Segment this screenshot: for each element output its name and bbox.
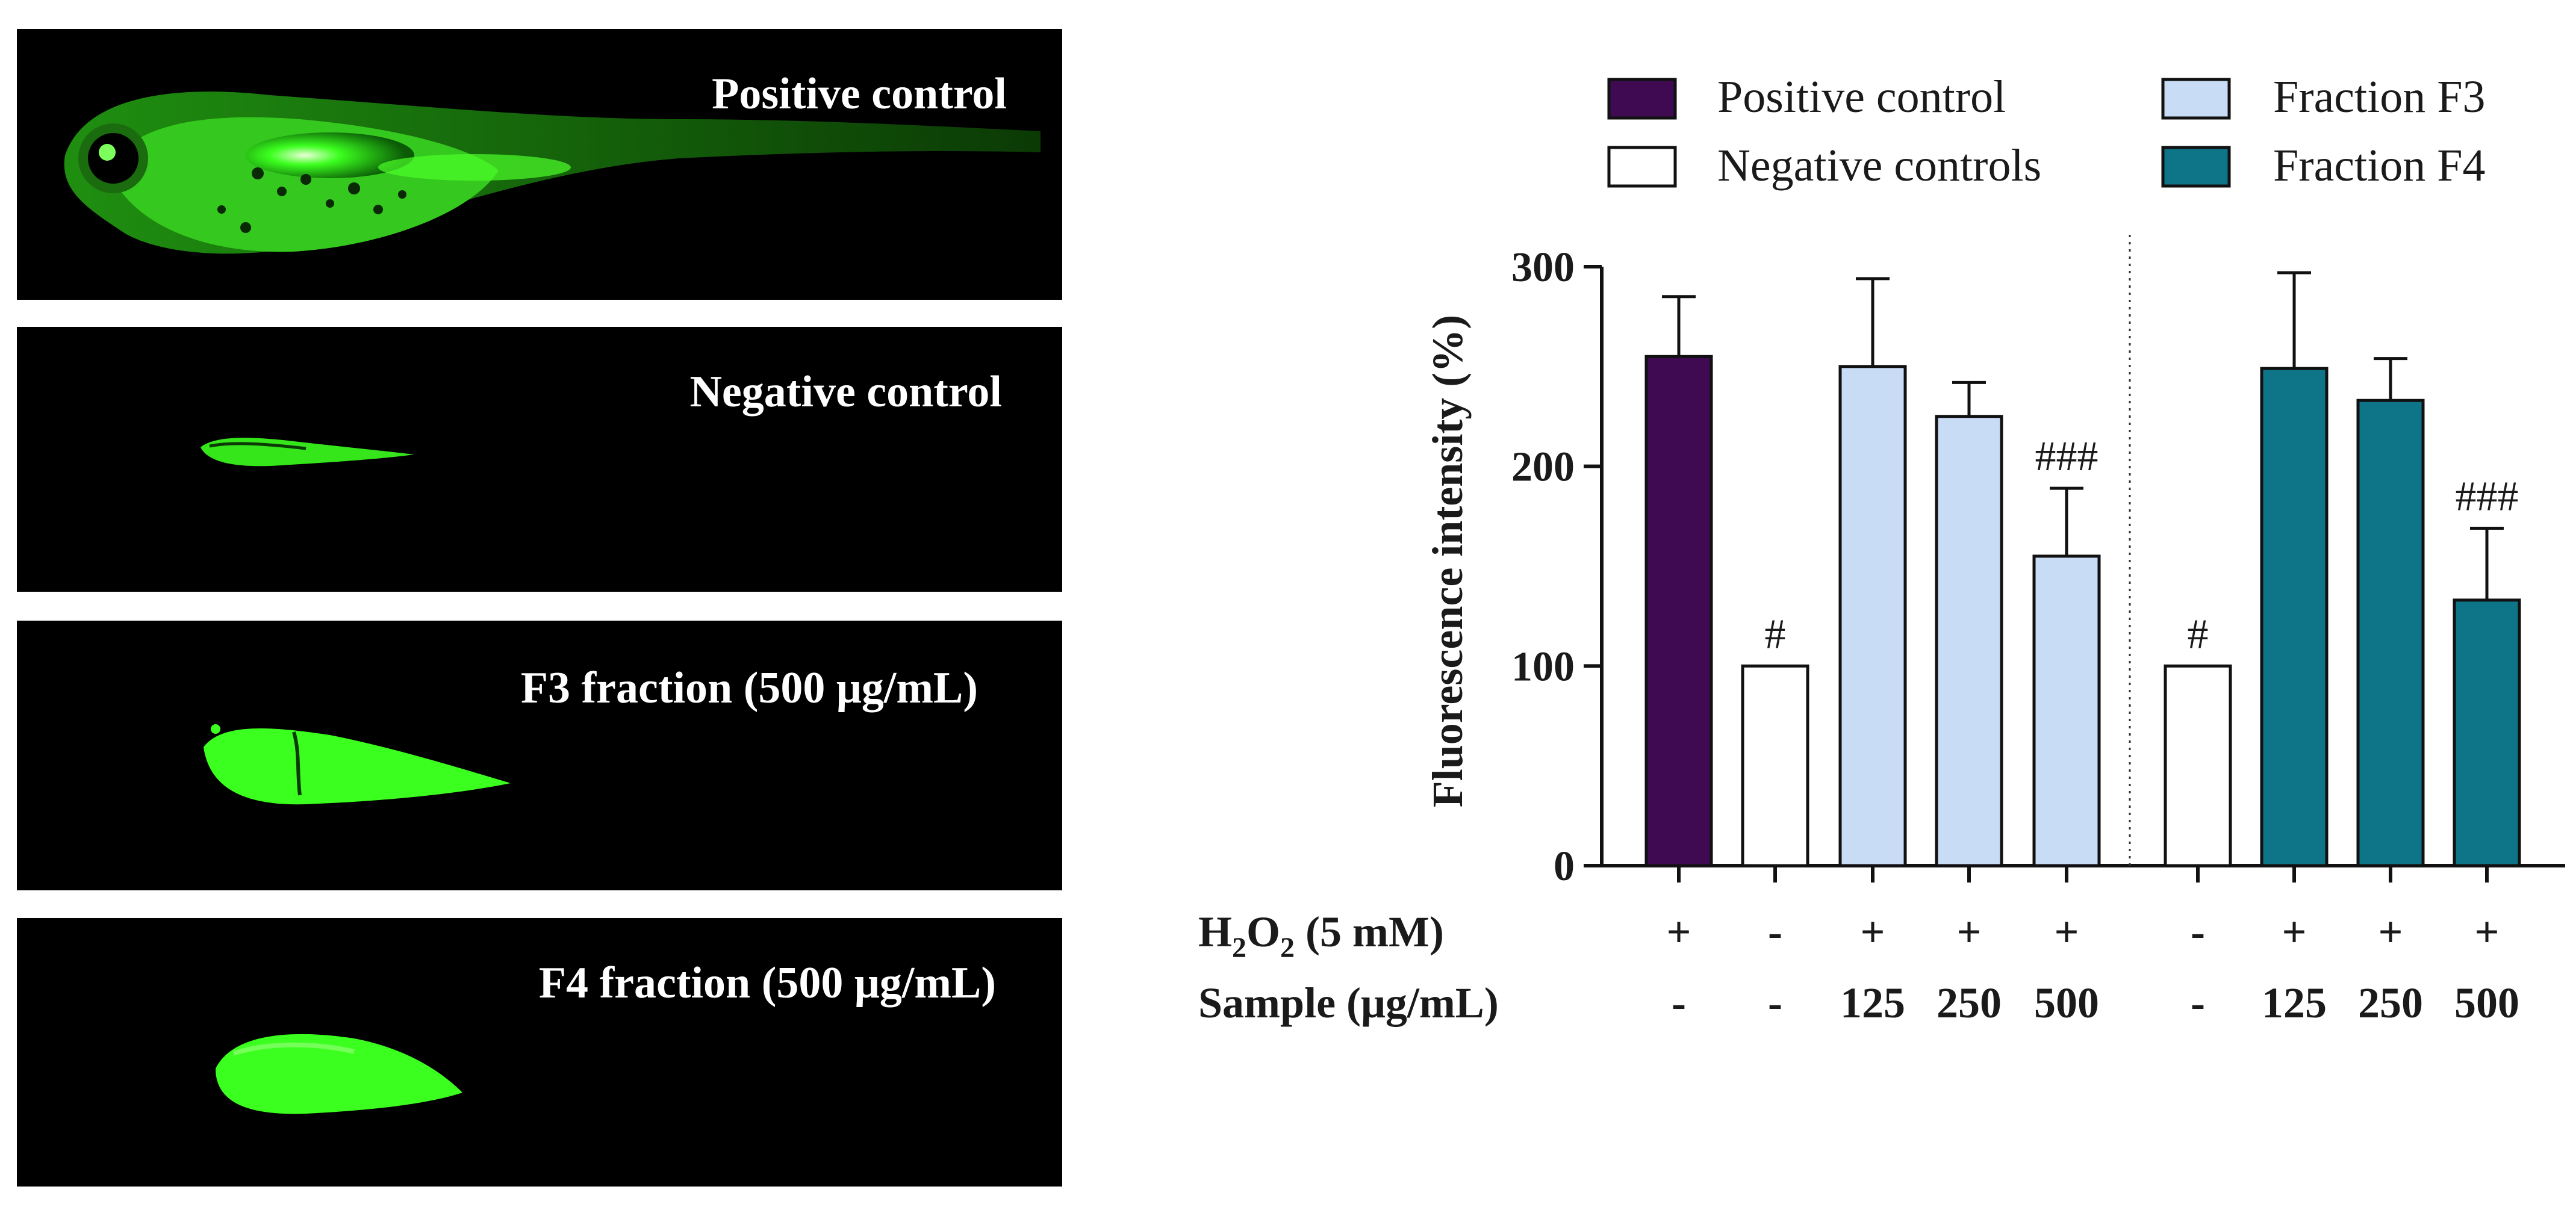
bar [2453, 598, 2521, 867]
bar [2032, 554, 2101, 867]
h2o2-value: + [2378, 908, 2403, 956]
h2o2-value: - [1768, 908, 1782, 956]
bar [2164, 664, 2232, 867]
significance-annotation: ### [2456, 473, 2519, 520]
bar [1741, 664, 1809, 867]
y-axis-label: Fluorescence intensity (%) [1423, 315, 1472, 808]
h2o2-value: + [1666, 908, 1691, 956]
row-label-h2o2: H2O2 (5 mM) [1198, 908, 1444, 964]
sample-value: 125 [1840, 979, 1905, 1027]
h2o2-value: + [1860, 908, 1885, 956]
bar [1935, 415, 2003, 867]
y-ticks: 0 100 200 300 [1511, 244, 1602, 890]
zebrafish-image-f4 [216, 1034, 462, 1114]
h2o2-value: - [2191, 908, 2205, 956]
panel-positive-control: Positive control [17, 29, 1062, 300]
h2o2-value: + [2054, 908, 2079, 956]
sample-value: 500 [2034, 979, 2099, 1027]
panel-label: Positive control [712, 69, 1007, 119]
sample-value: 250 [2358, 979, 2423, 1027]
h2o2-value: + [2282, 908, 2306, 956]
bar [2356, 399, 2425, 867]
significance-annotation: ### [2035, 433, 2098, 480]
panel-label: F4 fraction (500 μg/mL) [538, 958, 996, 1008]
sample-value: 250 [1937, 979, 2002, 1027]
y-tick-label: 200 [1511, 444, 1575, 491]
h2o2-value: + [2474, 908, 2499, 956]
y-tick-label: 300 [1511, 244, 1575, 291]
bar [1644, 355, 1713, 867]
panel-negative-control: Negative control [17, 327, 1062, 592]
legend-label-f4: Fraction F4 [2273, 140, 2486, 191]
sample-value: - [2191, 979, 2205, 1027]
legend-label-negative: Negative controls [1717, 140, 2041, 191]
sample-value: 125 [2262, 979, 2327, 1027]
legend-swatch-f4 [2161, 146, 2231, 188]
condition-rows: + - - - +125 +250 +500 - - +125 +250 +500 [1666, 908, 2519, 1027]
row-label-sample: Sample (μg/mL) [1198, 979, 1499, 1027]
sample-value: - [1768, 979, 1782, 1027]
sample-value: - [1672, 979, 1686, 1027]
sample-value: 500 [2454, 979, 2519, 1027]
panel-label: Negative control [689, 367, 1002, 417]
legend: Positive control Negative controls Fract… [1607, 72, 2486, 191]
legend-label-positive: Positive control [1717, 72, 2006, 122]
bar [2260, 367, 2329, 867]
legend-swatch-negative [1607, 146, 1677, 188]
significance-annotation: # [2188, 611, 2209, 657]
zebrafish-image-positive [64, 92, 1041, 254]
zebrafish-image-f3 [204, 724, 511, 805]
bar [1838, 365, 1907, 867]
legend-swatch-positive [1607, 78, 1677, 120]
panel-f4-fraction: F4 fraction (500 μg/mL) [17, 918, 1062, 1187]
bars: ######## [1644, 271, 2521, 883]
legend-swatch-f3 [2161, 78, 2231, 120]
panel-label: F3 fraction (500 μg/mL) [520, 663, 978, 713]
significance-annotation: # [1765, 611, 1786, 657]
legend-label-f3: Fraction F3 [2273, 72, 2486, 122]
zebrafish-image-negative [201, 438, 414, 467]
h2o2-value: + [1956, 908, 1981, 956]
y-tick-label: 0 [1554, 843, 1575, 890]
y-tick-label: 100 [1511, 644, 1575, 690]
panel-f3-fraction: F3 fraction (500 μg/mL) [17, 621, 1062, 890]
